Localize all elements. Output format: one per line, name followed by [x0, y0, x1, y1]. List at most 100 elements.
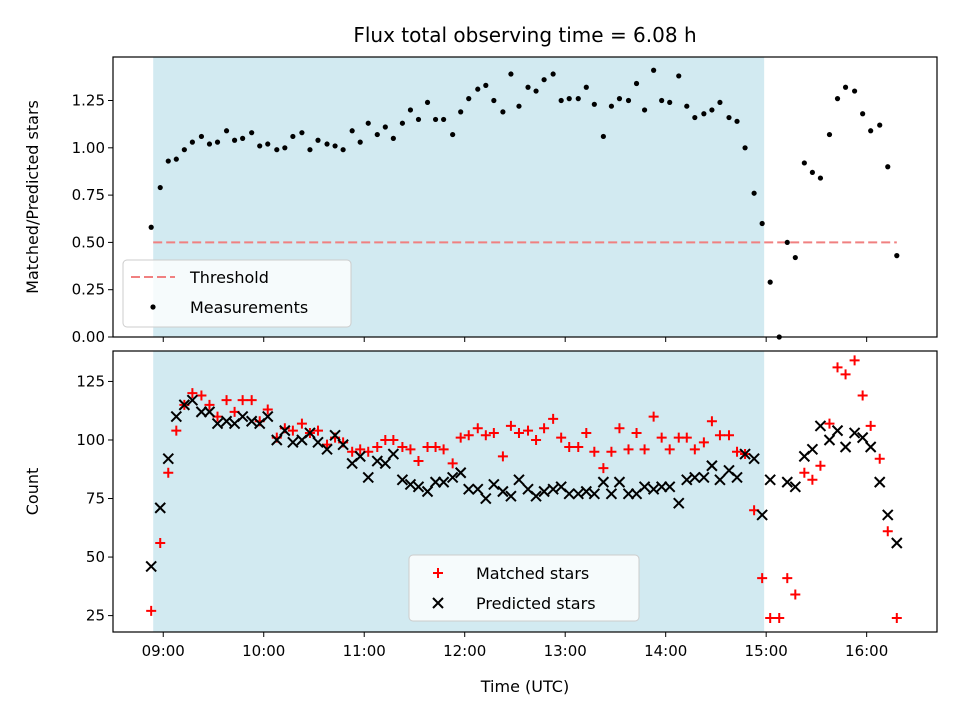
top-measurements-series	[148, 67, 900, 340]
bot-ytick-label: 25	[86, 607, 105, 625]
bot-series1-point	[236, 410, 249, 423]
bot-series0-point	[472, 423, 483, 434]
top-series0-point	[525, 84, 531, 90]
bot-series0-point	[581, 427, 592, 438]
bot-series1-point	[412, 481, 425, 493]
top-series0-point	[877, 122, 883, 128]
top-series0-point	[365, 120, 371, 126]
top-ytick-label: 0.00	[72, 328, 105, 346]
xtick-label: 09:00	[142, 642, 185, 660]
bot-series0-point	[388, 434, 399, 445]
bot-series1-point	[538, 485, 550, 498]
bot-series1-point	[170, 410, 183, 423]
top-series0-point	[885, 164, 891, 170]
bot-series0-point	[480, 430, 491, 441]
bot-series0-point	[513, 427, 524, 438]
bot-series1-point	[145, 560, 157, 573]
bot-series0-point	[631, 427, 642, 438]
bot-series0-point	[765, 612, 776, 623]
bot-series1-point	[262, 410, 274, 423]
top-series0-point	[575, 96, 581, 102]
bot-series0-point	[246, 395, 257, 406]
bot-series1-point	[789, 481, 802, 493]
bot-series1-point	[891, 537, 903, 549]
bot-series0-point	[187, 388, 198, 399]
bot-series1-point	[463, 483, 475, 495]
xtick-label: 12:00	[443, 642, 486, 660]
top-series0-point	[340, 147, 346, 153]
bot-series1-point	[588, 488, 601, 500]
bot-series1-point	[864, 441, 877, 453]
top-series0-point	[860, 111, 866, 117]
bot-series0-point	[312, 425, 323, 436]
bot-series0-point	[757, 573, 768, 584]
bot-series1-point	[379, 457, 392, 470]
top-series0-point	[726, 114, 732, 121]
top-series0-point	[491, 97, 497, 104]
top-series0-point	[684, 103, 690, 109]
top-x-ticks	[162, 337, 868, 342]
bot-ytick-label: 125	[76, 372, 105, 390]
top-series0-point	[541, 77, 547, 83]
bot-series1-point	[446, 471, 459, 484]
bot-series1-point	[421, 485, 434, 498]
bot-series0-point	[296, 418, 307, 429]
legend-measurements-label: Measurements	[190, 298, 308, 317]
bot-series1-point	[756, 509, 768, 521]
top-series0-point	[792, 254, 798, 261]
bot-series0-point	[714, 430, 725, 441]
top-series0-point	[189, 139, 195, 145]
bot-series1-point	[563, 488, 575, 500]
legend-matched-swatch	[433, 568, 443, 578]
xtick-label: 16:00	[845, 642, 888, 660]
bot-series0-point	[447, 458, 458, 469]
bot-series0-point	[523, 425, 534, 436]
bot-series1-point	[689, 471, 701, 484]
top-series0-point	[667, 99, 673, 106]
top-series0-point	[759, 220, 765, 227]
bot-series1-point	[572, 488, 584, 500]
bot-series1-point	[823, 434, 836, 446]
top-series0-point	[382, 124, 388, 130]
bottom-y-axis-label: Count	[23, 468, 42, 516]
top-series0-point	[868, 128, 874, 134]
bot-series1-point	[673, 497, 685, 509]
top-series0-point	[299, 130, 305, 136]
bot-series1-point	[714, 474, 726, 486]
bot-series1-point	[547, 483, 559, 495]
bot-series0-point	[564, 442, 575, 453]
top-series0-point	[801, 160, 807, 166]
top-series0-point	[249, 130, 255, 136]
bot-series1-point	[814, 420, 827, 432]
bot-series0-point	[430, 442, 441, 453]
bot-series1-point	[882, 509, 894, 521]
bot-series1-point	[178, 399, 191, 411]
top-plot-frame	[112, 56, 938, 338]
bot-series0-point	[840, 369, 851, 380]
top-ytick-label: 1.00	[72, 139, 105, 157]
bot-series0-point	[497, 451, 508, 462]
top-series0-point	[307, 147, 313, 153]
top-series0-point	[282, 145, 288, 151]
bot-series0-point	[648, 411, 659, 422]
bot-series1-point	[513, 474, 525, 486]
bot-series1-point	[781, 476, 793, 488]
bot-series1-point	[597, 476, 610, 488]
bot-series0-point	[505, 420, 516, 431]
bot-series0-point	[799, 467, 810, 478]
bot-series0-point	[689, 444, 700, 455]
top-ytick-label: 0.50	[72, 233, 105, 251]
top-series0-point	[148, 224, 154, 230]
bot-series1-point	[337, 438, 349, 451]
bot-series1-point	[472, 483, 484, 495]
bot-series0-point	[372, 442, 383, 453]
bot-series1-point	[580, 485, 593, 498]
top-series0-point	[324, 141, 330, 147]
top-series0-point	[157, 184, 163, 191]
top-series0-point	[516, 103, 522, 109]
bot-series1-point	[211, 417, 224, 430]
bot-series0-point	[531, 434, 542, 445]
bot-series1-point	[748, 453, 760, 465]
bot-series0-point	[732, 446, 743, 457]
